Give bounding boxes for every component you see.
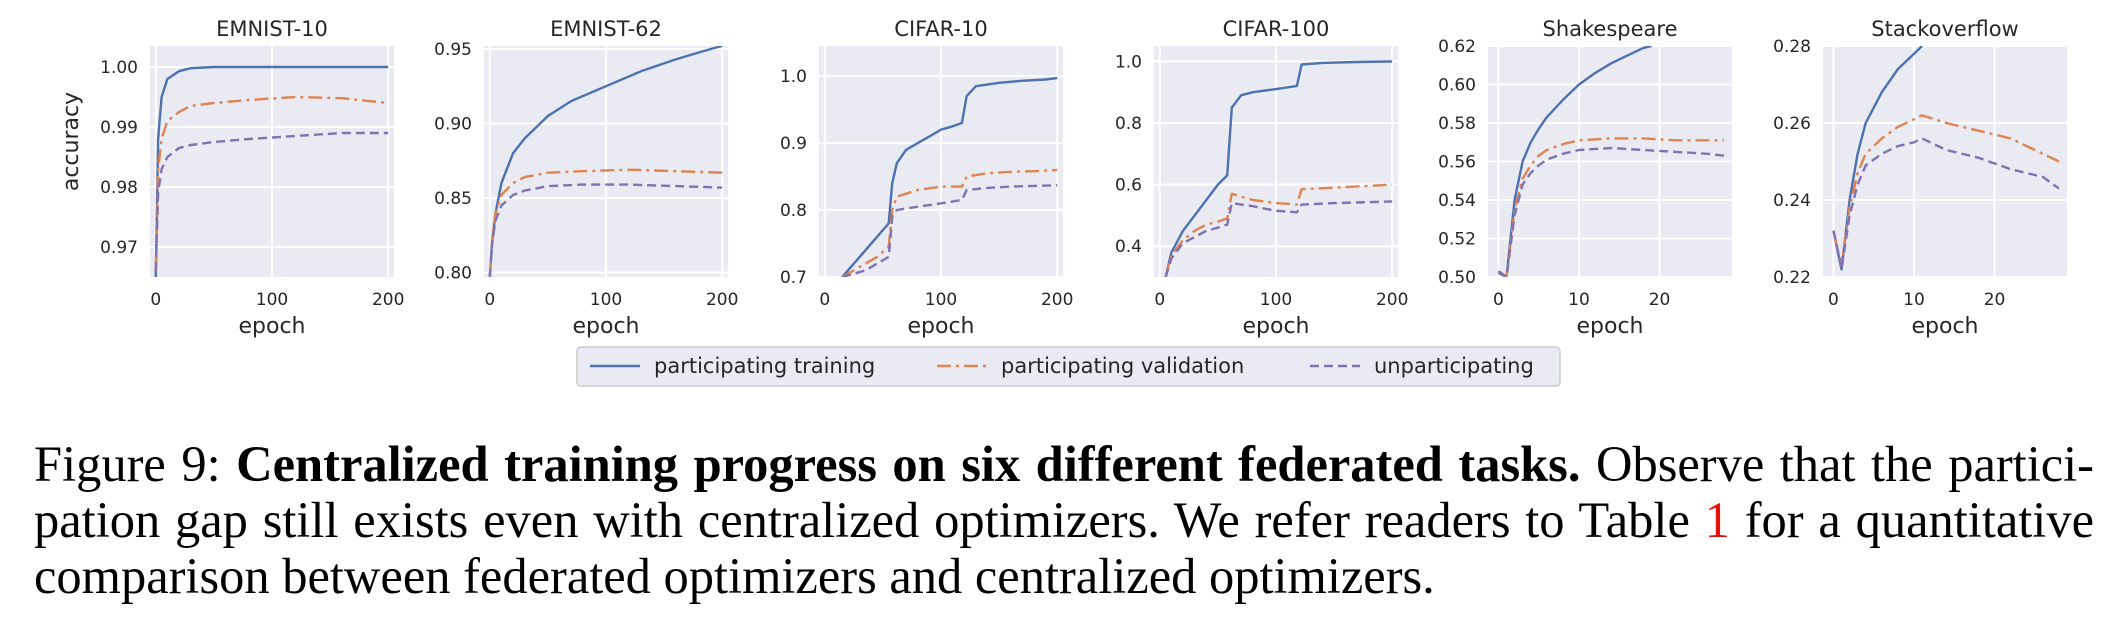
series-line-unparticipating xyxy=(488,183,723,277)
y-tick-label: 0.80 xyxy=(434,264,472,284)
x-tick-label: 100 xyxy=(925,290,957,310)
x-tick-label: 0 xyxy=(484,290,495,310)
figure-panels: 0 100 2000.970.980.991.00EMNIST-10epochacc… xyxy=(59,17,2067,387)
series-line-unparticipating xyxy=(1832,137,2060,271)
chart-title: CIFAR-10 xyxy=(894,17,987,41)
series-line-participating-training xyxy=(841,76,1058,277)
series-line-participating-training xyxy=(154,65,389,277)
chart-title: EMNIST-62 xyxy=(550,17,662,41)
chart-panel-stackoverflow: 0 10 20 0.22 0.24 0.26 0.28 Stackoverflow epoch xyxy=(1773,17,2067,339)
y-tick-label: 0.99 xyxy=(100,118,138,138)
x-tick-label: 100 xyxy=(256,290,288,310)
x-tick-label: 200 xyxy=(1376,290,1408,310)
caption-text-a: Observe that the partici- pation gap sti… xyxy=(34,436,2095,548)
x-tick-label: 100 xyxy=(590,290,622,310)
series-line-unparticipating xyxy=(1497,146,1725,277)
x-axis-label: epoch xyxy=(1243,314,1310,339)
chart-title: Shakespeare xyxy=(1543,17,1678,41)
series-line-participating-validation xyxy=(1497,137,1724,277)
x-tick-label: 0 xyxy=(819,290,830,310)
x-tick-label: 200 xyxy=(372,290,404,310)
legend: participating training participating vali… xyxy=(576,346,1561,387)
y-tick-label: 0.54 xyxy=(1438,191,1476,211)
y-tick-label: 0.26 xyxy=(1773,114,1811,134)
y-tick-label: 0.50 xyxy=(1438,268,1476,288)
y-tick-label: 0.60 xyxy=(1438,76,1476,96)
series-line-participating-validation xyxy=(1832,114,2060,267)
chart-panel-shakespeare: 0 10 20 0.50 0.52 0.54 0.56 0.58 0.60 0.62 Shakesp… xyxy=(1438,17,1732,339)
series-line-unparticipating xyxy=(1164,200,1393,277)
y-tick-label: 0.28 xyxy=(1773,37,1811,57)
y-tick-label: 0.85 xyxy=(434,189,472,209)
table-reference-link[interactable]: 1 xyxy=(1704,492,1730,548)
x-tick-label: 0 xyxy=(1493,290,1504,310)
y-tick-label: 0.8 xyxy=(780,201,807,221)
legend-label: participating training xyxy=(654,354,875,378)
x-tick-label: 20 xyxy=(1649,290,1671,310)
x-axis-label: epoch xyxy=(1912,314,1979,339)
y-tick-label: 0.8 xyxy=(1115,114,1142,134)
x-axis-label: epoch xyxy=(1577,314,1644,339)
x-axis-label: epoch xyxy=(573,314,640,339)
chart-title: Stackoverflow xyxy=(1871,17,2018,41)
chart-panel-cifar-100: 0 100 200 0.4 0.6 0.8 1.0 CIFAR-100 epoch xyxy=(1115,17,1408,339)
y-tick-label: 0.22 xyxy=(1773,268,1811,288)
y-tick-label: 1.0 xyxy=(1115,52,1142,72)
x-tick-label: 200 xyxy=(706,290,738,310)
chart-panel-emnist-62: 0 100 200 0.80 0.85 0.90 0.95 EMNIST-62 epoch xyxy=(434,17,738,339)
y-tick-label: 0.56 xyxy=(1438,153,1476,173)
y-tick-label: 0.62 xyxy=(1438,37,1476,57)
x-axis-label: epoch xyxy=(239,314,306,339)
x-tick-label: 200 xyxy=(1041,290,1073,310)
chart-panel-cifar-10: 0 100 200 0.7 0.8 0.9 1.0 CIFAR-10 epoch xyxy=(780,17,1073,339)
x-tick-label: 0 xyxy=(1154,290,1165,310)
chart-title: CIFAR-100 xyxy=(1223,17,1330,41)
y-tick-label: 0.58 xyxy=(1438,114,1476,134)
y-tick-label: 0.95 xyxy=(434,40,472,60)
y-tick-label: 0.97 xyxy=(100,238,138,258)
series-line-participating-training xyxy=(1497,46,1652,277)
legend-label: participating validation xyxy=(1001,354,1244,378)
y-tick-label: 0.52 xyxy=(1438,230,1476,250)
y-axis-label: accuracy xyxy=(59,92,84,191)
series-line-participating-validation xyxy=(841,168,1058,277)
x-tick-label: 10 xyxy=(1568,290,1590,310)
series-line-participating-validation xyxy=(154,95,389,272)
legend-label: unparticipating xyxy=(1374,354,1534,378)
y-tick-label: 0.6 xyxy=(1115,176,1142,196)
x-tick-label: 100 xyxy=(1260,290,1292,310)
x-tick-label: 0 xyxy=(150,290,161,310)
caption-bold-title: Centralized training progress on six dif… xyxy=(236,436,1581,492)
y-tick-label: 0.24 xyxy=(1773,191,1811,211)
chart-title: EMNIST-10 xyxy=(216,17,328,41)
x-tick-label: 20 xyxy=(1984,290,2006,310)
y-tick-label: 0.9 xyxy=(780,134,807,154)
y-tick-label: 0.4 xyxy=(1115,237,1142,257)
figure-caption: Figure 9: Centralized training progress … xyxy=(34,436,2094,604)
plot-area xyxy=(1823,46,2067,277)
series-line-participating-validation xyxy=(488,168,723,277)
series-line-participating-validation xyxy=(1164,183,1393,277)
y-tick-label: 0.7 xyxy=(780,268,807,288)
series-line-unparticipating xyxy=(154,131,389,272)
x-tick-label: 0 xyxy=(1828,290,1839,310)
series-line-participating-training xyxy=(1164,60,1393,277)
y-tick-label: 1.00 xyxy=(100,58,138,78)
x-axis-label: epoch xyxy=(908,314,975,339)
y-tick-label: 1.0 xyxy=(780,67,807,87)
x-tick-label: 10 xyxy=(1903,290,1925,310)
caption-label: Figure 9: xyxy=(34,436,221,492)
y-tick-label: 0.98 xyxy=(100,178,138,198)
chart-panel-emnist-10: 0 100 200 0.97 0.98 0.99 1.00 EMNIST-10 epoch acc… xyxy=(59,17,404,339)
y-tick-label: 0.90 xyxy=(434,114,472,134)
legend-box xyxy=(576,346,1561,387)
series-line-unparticipating xyxy=(841,184,1058,277)
caption-text-b: for a quantitative comparison between fe… xyxy=(34,492,2094,604)
